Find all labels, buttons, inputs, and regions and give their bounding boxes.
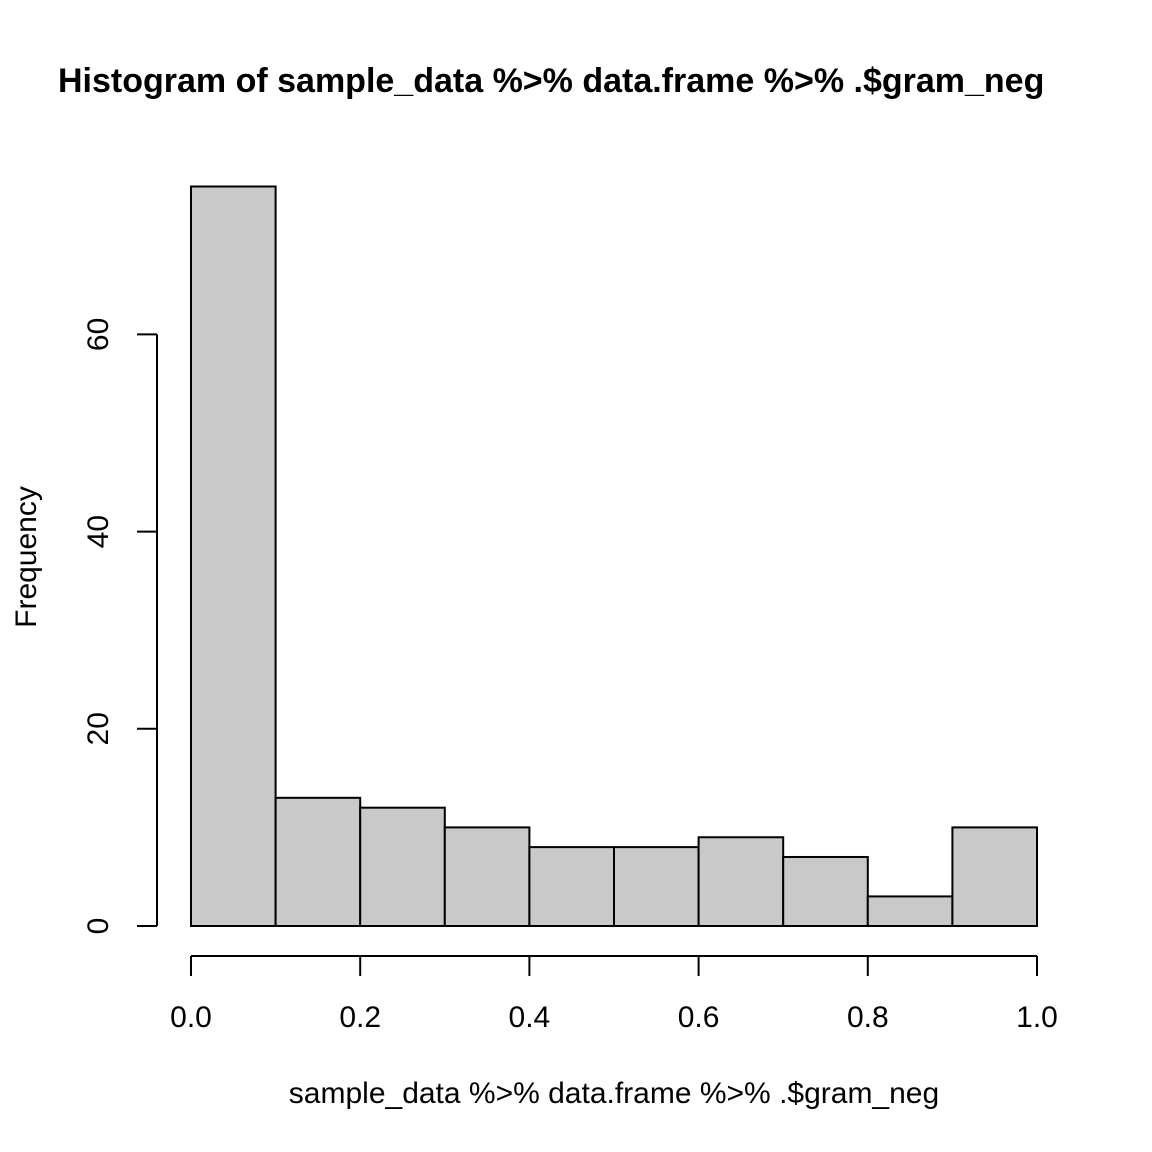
y-tick-label: 20	[82, 712, 115, 745]
histogram-bar	[190, 185, 277, 927]
x-axis-label: sample_data %>% data.frame %>% .$gram_ne…	[289, 1077, 939, 1110]
x-tick-label: 0.0	[170, 1001, 212, 1034]
x-tick-label: 0.8	[847, 1001, 889, 1034]
chart-title: Histogram of sample_data %>% data.frame …	[58, 62, 1044, 100]
y-tick-label: 60	[82, 318, 115, 351]
x-tick-label: 0.6	[678, 1001, 720, 1034]
histogram-bar	[951, 826, 1039, 928]
histogram-bar	[359, 806, 446, 927]
y-axis-label: Frequency	[10, 486, 43, 628]
x-axis: 0.0 0.2 0.4 0.6 0.8 1.0	[170, 955, 1058, 1034]
histogram-bar	[274, 796, 362, 927]
histogram-bar	[697, 836, 785, 928]
histogram-bar	[613, 846, 700, 927]
histogram-bar	[782, 855, 869, 927]
y-tick-label: 40	[82, 515, 115, 548]
x-tick-label: 0.2	[339, 1001, 381, 1034]
y-tick-label: 0	[82, 918, 115, 935]
histogram-bars	[190, 185, 1039, 928]
y-axis: 0 20 40 60	[82, 318, 158, 935]
x-tick-label: 0.4	[509, 1001, 551, 1034]
histogram-bar	[443, 826, 531, 928]
histogram-bar	[528, 846, 616, 927]
histogram-bar	[866, 895, 954, 927]
x-tick-label: 1.0	[1016, 1001, 1058, 1034]
